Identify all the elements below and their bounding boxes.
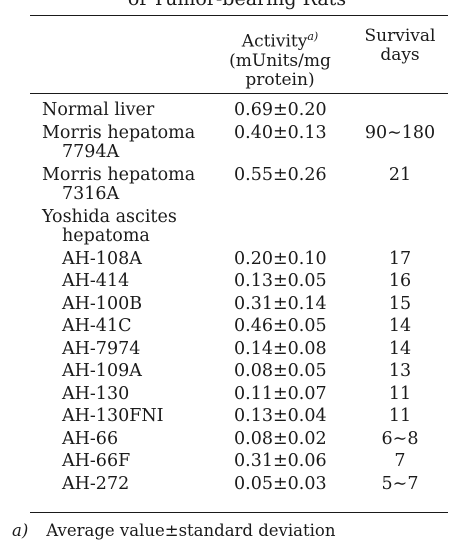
survival-value: 15 <box>388 293 412 314</box>
activity-value: 0.05±0.03 <box>234 473 327 494</box>
table-title: of Tumor-bearing Rats <box>0 0 474 10</box>
activity-value: 0.46±0.05 <box>234 316 327 336</box>
survival-value: 11 <box>388 406 412 426</box>
survival-header-line-2: days <box>380 45 420 65</box>
row-label: AH-414 <box>62 271 130 291</box>
activity-value: 0.14±0.08 <box>234 338 327 359</box>
table-row: AH-130FNI 0.13±0.04 11 <box>0 405 474 427</box>
row-label: AH-108A <box>62 248 142 269</box>
table-row-continuation: 7794A <box>0 141 474 163</box>
survival-value: 6∼8 <box>381 428 419 449</box>
row-label: Normal liver <box>42 100 155 120</box>
survival-value: 7 <box>394 451 406 471</box>
table-row: AH-414 0.13±0.05 16 <box>0 270 474 292</box>
activity-value: 0.13±0.05 <box>234 271 327 291</box>
table-row-continuation: hepatoma <box>0 225 474 247</box>
activity-header-line-2: (mUnits/mg <box>229 50 331 71</box>
table-row: Yoshida ascites <box>0 206 474 228</box>
row-label: Morris hepatoma <box>42 164 196 185</box>
survival-value: 21 <box>388 164 412 185</box>
survival-value: 14 <box>388 338 412 359</box>
activity-header-line-3: protein) <box>245 69 315 90</box>
table-row: AH-41C 0.46±0.05 14 <box>0 315 474 337</box>
row-label: Morris hepatoma <box>42 122 196 143</box>
table-row-continuation: 7316A <box>0 183 474 205</box>
activity-value: 0.08±0.02 <box>234 428 327 449</box>
survival-value: 16 <box>388 271 412 291</box>
survival-column-header: Survival days <box>352 27 448 65</box>
table-row: Normal liver 0.69±0.20 <box>0 99 474 121</box>
row-label: AH-66F <box>62 451 131 471</box>
table-row: AH-66 0.08±0.02 6∼8 <box>0 428 474 450</box>
bottom-rule <box>30 512 448 513</box>
activity-value: 0.08±0.05 <box>234 361 327 381</box>
survival-value: 14 <box>388 316 412 336</box>
activity-value: 0.31±0.14 <box>234 293 327 314</box>
table-row: AH-130 0.11±0.07 11 <box>0 383 474 405</box>
activity-value: 0.31±0.06 <box>234 451 327 471</box>
table-row: AH-66F 0.31±0.06 7 <box>0 450 474 472</box>
row-label: AH-130 <box>62 383 130 404</box>
row-label-continuation: 7794A <box>62 142 120 162</box>
activity-column-header: Activitya) (mUnits/mg protein) <box>210 27 350 90</box>
footnote: a) Average value±standard deviation <box>12 520 335 542</box>
table-row: AH-109A 0.08±0.05 13 <box>0 360 474 382</box>
top-rule <box>30 15 448 16</box>
table-row: Morris hepatoma 0.55±0.26 21 <box>0 164 474 186</box>
row-label: AH-100B <box>62 293 143 314</box>
survival-value: 17 <box>388 248 412 269</box>
survival-value: 90∼180 <box>364 122 436 143</box>
survival-value: 11 <box>388 383 412 404</box>
activity-value: 0.11±0.07 <box>234 383 327 404</box>
activity-value: 0.40±0.13 <box>234 122 327 143</box>
activity-value: 0.69±0.20 <box>234 100 327 120</box>
row-label: AH-130FNI <box>62 406 164 426</box>
activity-value: 0.20±0.10 <box>234 248 327 269</box>
table-row: AH-272 0.05±0.03 5∼7 <box>0 473 474 495</box>
activity-footnote-marker: a) <box>307 30 319 43</box>
row-label-continuation: 7316A <box>62 184 120 204</box>
survival-value: 13 <box>388 361 412 381</box>
survival-header-line-1: Survival <box>364 26 436 46</box>
row-label: AH-41C <box>62 316 132 336</box>
table-row: AH-108A 0.20±0.10 17 <box>0 248 474 270</box>
row-label-continuation: hepatoma <box>62 226 150 246</box>
table-row: Morris hepatoma 0.40±0.13 90∼180 <box>0 122 474 144</box>
survival-value: 5∼7 <box>381 473 419 494</box>
row-label: AH-272 <box>62 473 130 494</box>
row-label: AH-7974 <box>62 338 141 359</box>
activity-header-line-1: Activity <box>241 31 308 52</box>
header-rule <box>30 93 448 94</box>
footnote-mark: a) <box>12 521 29 540</box>
activity-value: 0.55±0.26 <box>234 164 327 185</box>
table-row: AH-7974 0.14±0.08 14 <box>0 338 474 360</box>
row-label: AH-109A <box>62 361 142 381</box>
table-row: AH-100B 0.31±0.14 15 <box>0 293 474 315</box>
row-label: Yoshida ascites <box>42 206 177 227</box>
activity-value: 0.13±0.04 <box>234 406 327 426</box>
footnote-text: Average value±standard deviation <box>46 521 336 540</box>
row-label: AH-66 <box>62 428 119 449</box>
